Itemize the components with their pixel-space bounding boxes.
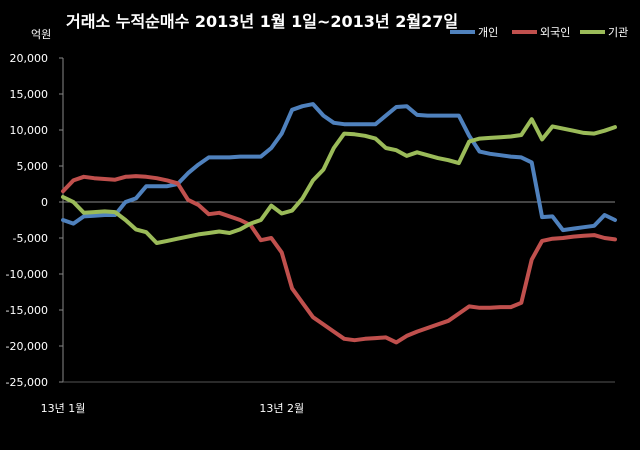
series-line-2 — [61, 174, 617, 345]
y-tick-label: -25,000 — [6, 376, 48, 389]
legend-label-3: 기관 — [608, 26, 628, 39]
y-tick-label: 10,000 — [10, 124, 49, 137]
series-group — [61, 102, 617, 345]
y-tick-label: -5,000 — [13, 232, 48, 245]
y-axis: 20,000 15,000 10,000 5,000 0 -5,000 -10,000 -15… — [6, 52, 64, 389]
unit-label: 억원 — [31, 28, 51, 41]
y-tick-label: 20,000 — [10, 52, 49, 65]
y-tick-label: 0 — [41, 196, 48, 209]
legend: 개인 외국인 기관 — [450, 26, 628, 39]
y-tick-label: -10,000 — [6, 268, 48, 281]
legend-label-2: 외국인 — [540, 26, 570, 39]
x-axis: 13년 1월 13년 2월 — [41, 201, 615, 415]
chart-title: 거래소 누적순매수 2013년 1월 1일~2013년 2월27일 — [66, 12, 458, 31]
legend-label-1: 개인 — [478, 26, 498, 39]
x-tick-label: 13년 2월 — [259, 402, 304, 415]
x-tick-label: 13년 1월 — [41, 402, 86, 415]
y-tick-label: -15,000 — [6, 304, 48, 317]
y-tick-label: -20,000 — [6, 340, 48, 353]
y-tick-label: 15,000 — [10, 88, 49, 101]
y-tick-label: 5,000 — [17, 160, 49, 173]
series-line-3 — [61, 117, 617, 245]
series-line-1 — [61, 102, 617, 233]
